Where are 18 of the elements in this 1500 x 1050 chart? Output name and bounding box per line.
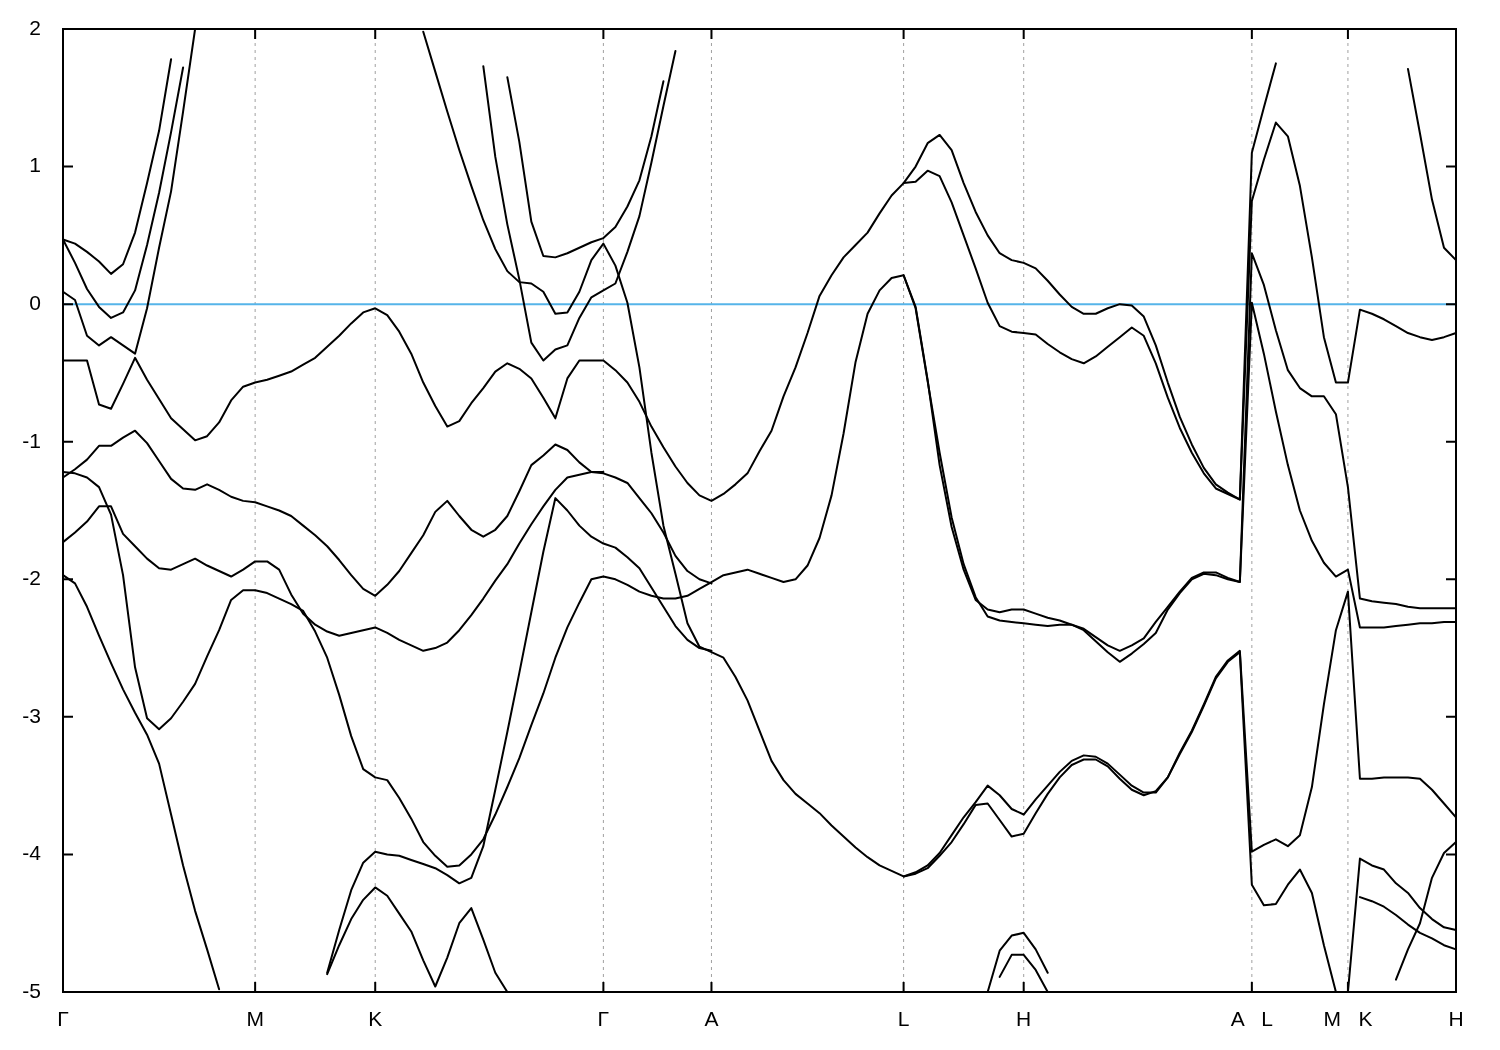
x-tick-label: M: [246, 1007, 264, 1031]
x-tick-label: A: [704, 1007, 719, 1031]
y-tick-label: -1: [22, 428, 41, 452]
y-tick-label: -4: [22, 841, 42, 865]
x-tick-label: H: [1016, 1007, 1032, 1031]
y-tick-label: -3: [22, 703, 41, 727]
x-tick-label: Γ: [597, 1007, 610, 1031]
x-tick-label: Γ: [57, 1007, 69, 1031]
y-tick-label: 0: [29, 290, 41, 314]
y-tick-label: -5: [22, 978, 41, 1002]
x-tick-label: M K: [1323, 1007, 1373, 1031]
x-tick-label: K: [368, 1007, 383, 1031]
y-tick-label: 1: [29, 153, 41, 177]
x-tick-label: L: [897, 1007, 910, 1031]
x-tick-label: H: [1448, 1007, 1464, 1031]
x-tick-label: A L: [1230, 1007, 1273, 1031]
y-tick-label: 2: [29, 15, 41, 39]
y-tick-label: -2: [22, 566, 41, 590]
